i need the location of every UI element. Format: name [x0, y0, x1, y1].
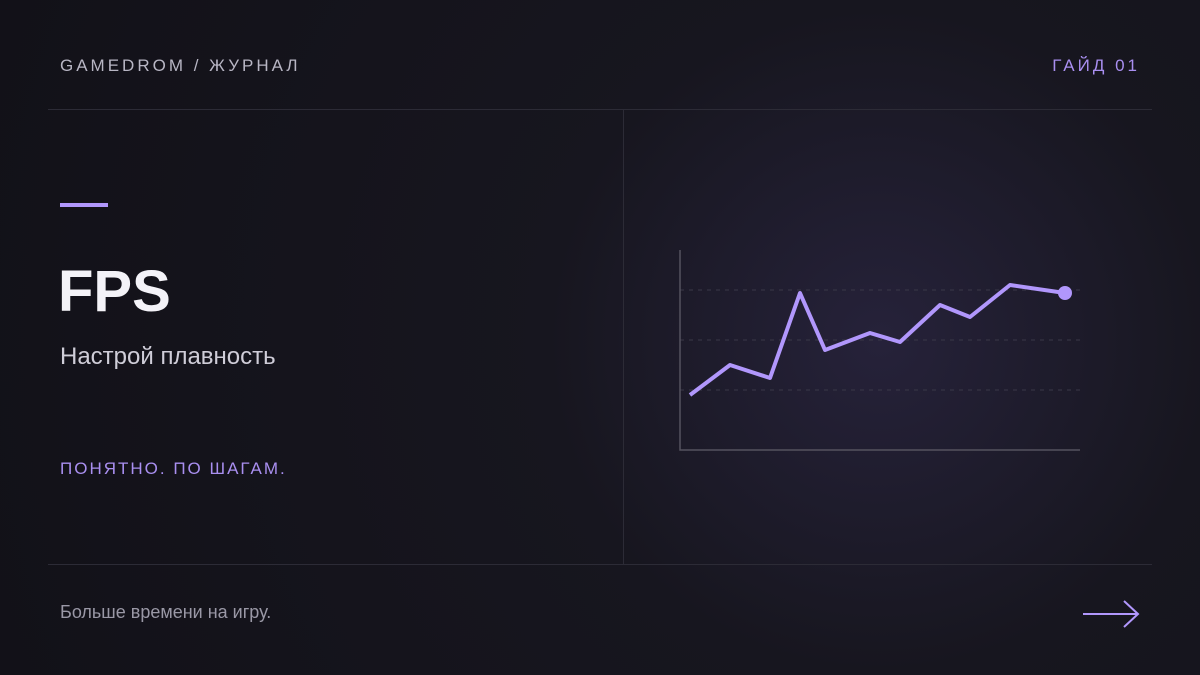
divider	[48, 109, 1152, 110]
footer-text: Больше времени на игру.	[60, 602, 272, 622]
tagline: ПОНЯТНО. ПО ШАГАМ.	[60, 459, 287, 478]
subtitle: Настрой плавность	[60, 343, 276, 370]
end-point	[1058, 286, 1072, 300]
arrow-icon	[1083, 600, 1140, 628]
axis	[679, 250, 1080, 451]
brand: GAMEDROM / ЖУРНАЛ	[60, 56, 301, 75]
guide-label: ГАЙД 01	[1052, 56, 1140, 75]
divider	[623, 110, 624, 564]
data-line	[688, 283, 1066, 397]
title: FPS	[58, 259, 171, 324]
divider	[48, 564, 1152, 565]
accent-bar	[60, 203, 108, 207]
